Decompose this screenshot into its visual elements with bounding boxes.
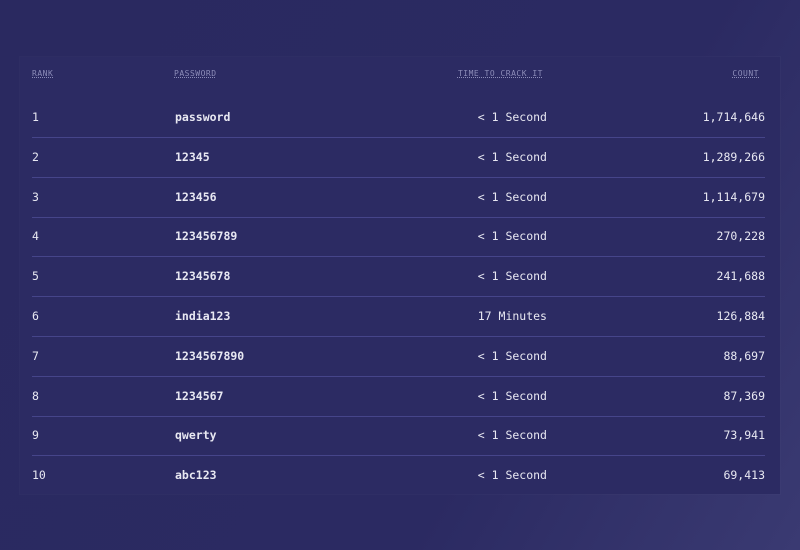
count-cell: 1,714,646: [702, 110, 765, 124]
header-password[interactable]: PASSWORD: [174, 69, 217, 78]
password-cell: password: [175, 110, 231, 124]
rank-cell: 9: [32, 428, 39, 443]
time-to-crack-cell: < 1 Second: [477, 229, 547, 244]
table-row: 10 abc123 < 1 Second 69,413: [32, 455, 765, 495]
count-cell: 126,884: [716, 309, 765, 323]
rank-cell: 5: [32, 269, 39, 284]
time-to-crack-cell: < 1 Second: [477, 468, 547, 483]
rank-cell: 10: [32, 468, 46, 483]
table-row: 1 password < 1 Second 1,714,646: [32, 97, 765, 138]
count-cell: 1,114,679: [702, 189, 765, 204]
time-to-crack-cell: < 1 Second: [477, 269, 547, 284]
password-cell: qwerty: [175, 428, 217, 443]
password-cell: 1234567: [175, 388, 224, 403]
time-to-crack-cell: < 1 Second: [477, 388, 547, 403]
password-cell: 123456789: [175, 229, 238, 244]
table-row: 3 123456 < 1 Second 1,114,679: [32, 177, 765, 218]
time-to-crack-cell: 17 Minutes: [477, 309, 547, 323]
count-cell: 270,228: [716, 229, 765, 244]
header-rank[interactable]: RANK: [32, 69, 54, 78]
count-cell: 1,289,266: [702, 149, 765, 164]
time-to-crack-cell: < 1 Second: [477, 348, 547, 363]
count-cell: 87,369: [723, 388, 765, 403]
password-cell: 1234567890: [175, 348, 245, 363]
password-cell: india123: [175, 309, 231, 323]
header-count[interactable]: COUNT: [732, 69, 759, 78]
table-row: 7 1234567890 < 1 Second 88,697: [32, 336, 765, 377]
rank-cell: 4: [32, 229, 39, 244]
rank-cell: 1: [32, 110, 39, 124]
rank-cell: 2: [32, 149, 39, 164]
rank-cell: 6: [32, 309, 39, 323]
password-cell: abc123: [175, 468, 217, 483]
header-time-to-crack[interactable]: TIME TO CRACK IT: [457, 69, 543, 78]
time-to-crack-cell: < 1 Second: [477, 110, 547, 124]
table-row: 4 123456789 < 1 Second 270,228: [32, 216, 765, 258]
table-row: 5 12345678 < 1 Second 241,688: [32, 256, 765, 298]
table-row: 9 qwerty < 1 Second 73,941: [32, 415, 765, 457]
password-cell: 12345678: [175, 269, 231, 284]
time-to-crack-cell: < 1 Second: [477, 189, 547, 204]
time-to-crack-cell: < 1 Second: [477, 149, 547, 164]
rank-cell: 8: [32, 388, 39, 403]
rank-cell: 7: [32, 348, 39, 363]
count-cell: 73,941: [723, 428, 765, 443]
count-cell: 241,688: [716, 269, 765, 284]
table-row: 8 1234567 < 1 Second 87,369: [32, 376, 765, 417]
password-cell: 12345: [175, 149, 210, 164]
passwords-table: RANK PASSWORD TIME TO CRACK IT COUNT 1 pa…: [20, 57, 780, 494]
count-cell: 69,413: [723, 468, 765, 483]
table-row: 2 12345 < 1 Second 1,289,266: [32, 137, 765, 178]
count-cell: 88,697: [723, 348, 765, 363]
rank-cell: 3: [32, 189, 39, 204]
password-cell: 123456: [175, 189, 217, 204]
table-row: 6 india123 17 Minutes 126,884: [32, 296, 765, 337]
time-to-crack-cell: < 1 Second: [477, 428, 547, 443]
